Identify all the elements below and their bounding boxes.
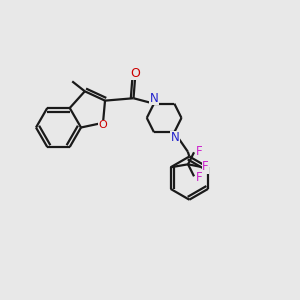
Text: F: F — [202, 160, 209, 173]
Text: F: F — [196, 171, 203, 184]
Text: O: O — [131, 67, 141, 80]
Text: F: F — [196, 145, 203, 158]
Text: O: O — [99, 120, 107, 130]
Text: N: N — [150, 92, 158, 105]
Text: N: N — [171, 131, 180, 144]
